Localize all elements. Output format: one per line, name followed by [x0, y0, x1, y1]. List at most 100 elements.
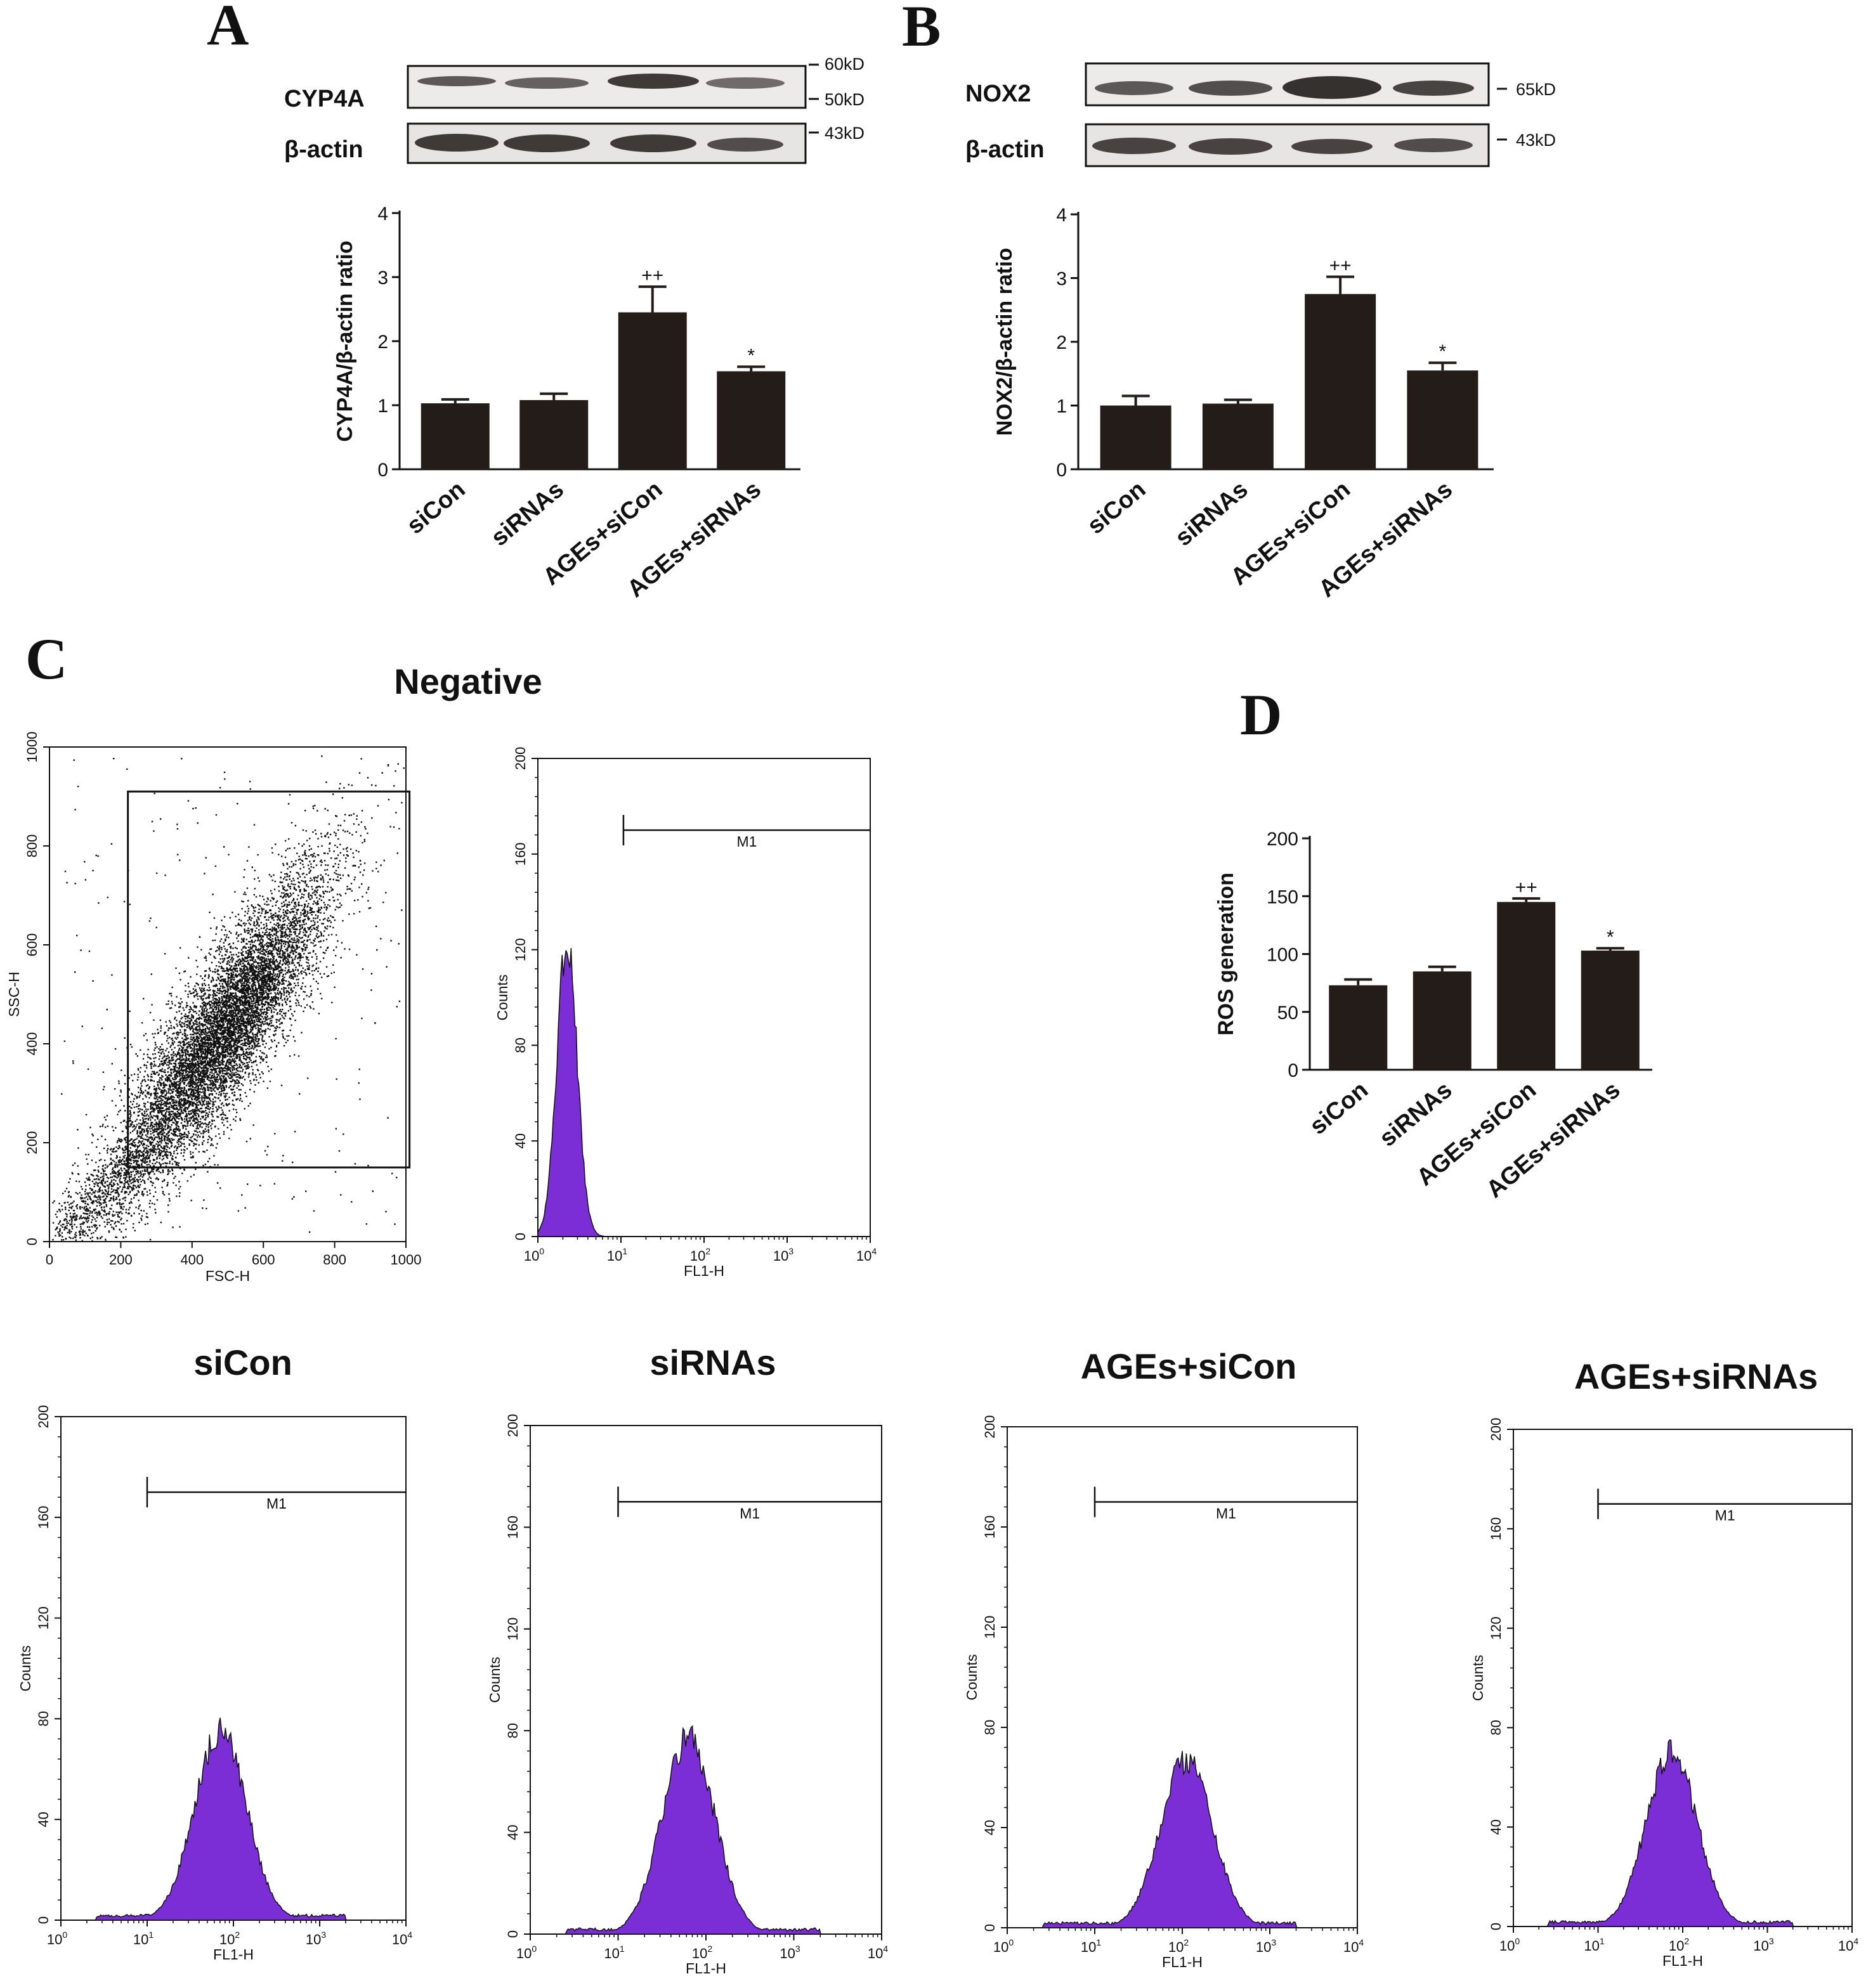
- blot-b-nox2-band-1: [1095, 81, 1173, 95]
- y-axis-label: Counts: [17, 1646, 34, 1692]
- y-tick-label: 0: [377, 460, 388, 481]
- y-tick-label: 0: [982, 1924, 998, 1932]
- y-tick-label: 40: [505, 1824, 521, 1840]
- x-tick-label: 100: [516, 1944, 537, 1961]
- histogram-negative: 100 101 102 103 104 FL1-H 0 40 80 120 160 200 Counts…: [494, 747, 877, 1279]
- x-tick-label: 104: [1343, 1937, 1364, 1955]
- y-axis-label: Counts: [1470, 1655, 1486, 1701]
- ages-sirnas-title: AGEs+siRNAs: [1574, 1356, 1818, 1396]
- x-axis-label: FSC-H: [206, 1268, 250, 1284]
- significance-label: ++: [1329, 255, 1352, 276]
- y-tick-label: 0: [24, 1238, 40, 1245]
- significance-label: ++: [1515, 877, 1537, 898]
- blot-b-marker-43kd: 43kD: [1516, 131, 1556, 150]
- y-axis-label: Counts: [963, 1654, 980, 1701]
- x-tick-label: 101: [1584, 1936, 1604, 1954]
- y-tick-label: 100: [1267, 945, 1298, 966]
- x-tick-label: 100: [1499, 1936, 1520, 1954]
- scatter-plot-negative: 0 200 400 600 800 1000 0 200 400 600 800 1000 FSC-H S…: [6, 732, 421, 1284]
- y-tick-label: 120: [1488, 1616, 1504, 1640]
- y-tick-label: 200: [24, 1131, 40, 1155]
- histogram-sicon: 100 101 102 103 104 FL1-H 0 40 80 120 160 200 Counts…: [17, 1405, 412, 1963]
- x-tick-label: 104: [856, 1246, 877, 1264]
- y-tick-label: 40: [982, 1820, 998, 1835]
- x-tick-label: 101: [604, 1944, 624, 1961]
- x-tick-label: 102: [1168, 1937, 1189, 1955]
- y-tick-label: 1: [1056, 396, 1067, 417]
- blot-a-bands: [415, 74, 785, 152]
- x-tick-label: 102: [692, 1944, 712, 1961]
- x-tick-label: 100: [47, 1930, 67, 1947]
- y-tick-label: 80: [505, 1723, 521, 1738]
- blot-a-marker-50kd: 50kD: [825, 90, 865, 109]
- category-label: siRNAs: [486, 476, 570, 552]
- x-axis-label: FL1-H: [1662, 1952, 1703, 1969]
- bar: [421, 403, 490, 469]
- blot-a-cyp4a-band-3: [608, 74, 699, 89]
- blot-a-target-label: CYP4A: [284, 86, 365, 112]
- blot-a-actin-band-1: [415, 134, 499, 152]
- x-tick-label: 101: [1081, 1937, 1101, 1955]
- bar: [1581, 951, 1640, 1070]
- y-axis-label: NOX2/β-actin ratio: [993, 248, 1017, 436]
- blot-a-marker-60kd: 60kD: [825, 55, 865, 74]
- category-label: siCon: [1083, 476, 1151, 540]
- y-tick-label: 600: [24, 933, 40, 957]
- y-tick-label: 4: [1056, 205, 1067, 226]
- histogram-distribution: [537, 947, 870, 1237]
- y-tick-label: 40: [36, 1812, 51, 1827]
- y-tick-label: 160: [1488, 1517, 1504, 1540]
- y-tick-label: 160: [512, 842, 528, 866]
- y-tick-label: 50: [1277, 1003, 1298, 1023]
- y-tick-label: 0: [1056, 460, 1067, 481]
- blot-a-marker-43kd: 43kD: [825, 124, 865, 143]
- category-label: siRNAs: [1374, 1077, 1458, 1152]
- x-tick-label: 103: [780, 1944, 800, 1961]
- x-tick-label: 100: [993, 1937, 1014, 1955]
- panel-letter-a: A: [207, 0, 249, 57]
- y-tick-label: 2: [377, 332, 388, 353]
- x-tick-label: 104: [1838, 1936, 1858, 1954]
- y-tick-label: 120: [36, 1606, 51, 1630]
- bar: [717, 371, 786, 469]
- x-tick-label: 102: [219, 1930, 240, 1947]
- y-tick-label: 3: [1056, 269, 1067, 290]
- y-tick-label: 80: [982, 1720, 998, 1735]
- blot-b-marker-65kd: 65kD: [1516, 80, 1556, 99]
- blot-a-cyp4a-band-1: [417, 76, 496, 86]
- blot-b-nox2-band-3: [1282, 76, 1381, 99]
- marker-m1-label: M1: [1216, 1505, 1236, 1522]
- y-tick-label: 0: [36, 1916, 51, 1924]
- y-tick-label: 40: [512, 1133, 528, 1148]
- y-tick-label: 200: [982, 1415, 998, 1439]
- x-tick-label: 103: [1256, 1937, 1276, 1955]
- significance-label: *: [747, 345, 755, 366]
- blot-a: CYP4A β-actin 60kD 50kD 43kD: [284, 55, 865, 164]
- y-tick-label: 150: [1267, 887, 1298, 907]
- plot-frame: [49, 746, 407, 1242]
- bar: [1202, 403, 1274, 469]
- y-tick-label: 0: [1488, 1923, 1504, 1930]
- category-label: siRNAs: [1170, 476, 1253, 552]
- histogram-distribution: [1513, 1739, 1852, 1927]
- gate-rectangle: [127, 790, 411, 1169]
- y-tick-label: 80: [1488, 1720, 1504, 1735]
- y-tick-label: 1000: [24, 732, 40, 763]
- bar: [1100, 405, 1171, 469]
- x-axis-label: FL1-H: [213, 1946, 254, 1963]
- x-tick-label: 600: [252, 1252, 275, 1268]
- panel-letter-d: D: [1240, 682, 1282, 747]
- x-tick-label: 800: [323, 1252, 346, 1268]
- panel-letter-b: B: [902, 0, 941, 58]
- x-tick-label: 102: [1669, 1936, 1689, 1954]
- x-tick-label: 100: [524, 1246, 544, 1264]
- blot-a-cyp4a-band-4: [706, 77, 785, 89]
- x-tick-label: 400: [180, 1252, 204, 1268]
- y-tick-label: 0: [505, 1930, 521, 1938]
- blot-b-nox2-band-2: [1189, 81, 1272, 96]
- bar: [1407, 370, 1478, 469]
- y-tick-label: 1: [377, 396, 388, 417]
